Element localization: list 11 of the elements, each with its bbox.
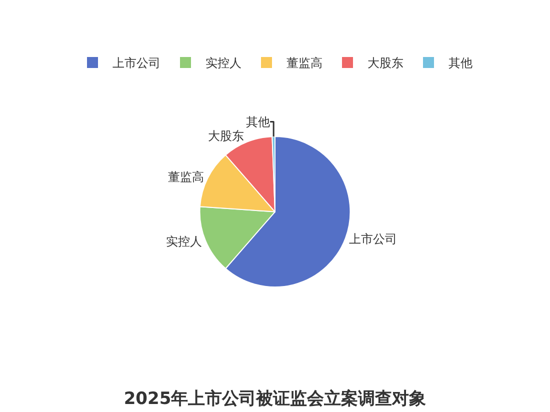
legend-label: 其他: [448, 56, 472, 70]
legend-label: 大股东: [368, 56, 404, 70]
slice-label: 董监高: [168, 170, 204, 184]
slice-label: 其他: [246, 114, 270, 129]
legend-label: 董监高: [286, 56, 322, 70]
text: 2025年上市公司被证监会立案调查对象: [124, 388, 426, 409]
slice-label: 实控人: [166, 234, 202, 249]
slice-label: 上市公司: [348, 232, 397, 246]
legend-label: 实控人: [206, 56, 242, 70]
legend-label: 上市公司: [112, 56, 160, 70]
slice-label: 大股东: [208, 128, 244, 143]
